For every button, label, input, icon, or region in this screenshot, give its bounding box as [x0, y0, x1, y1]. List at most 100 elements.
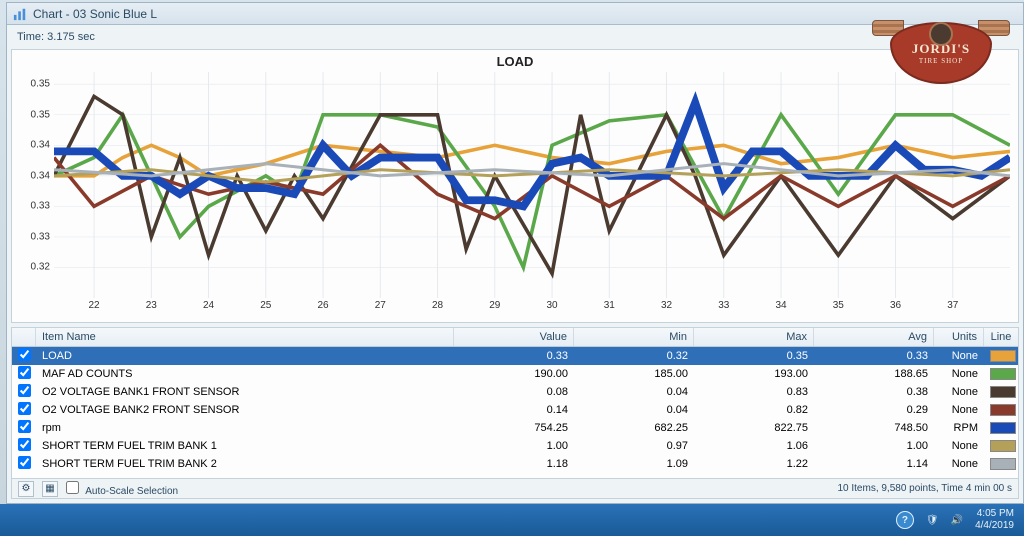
cell-units: None	[934, 403, 984, 417]
cell-swatch	[984, 439, 1018, 453]
row-visibility-checkbox[interactable]	[18, 366, 31, 379]
cell-value: 1.00	[454, 439, 574, 453]
cell-name: LOAD	[36, 349, 454, 363]
cell-name: SHORT TERM FUEL TRIM BANK 1	[36, 439, 454, 453]
col-max[interactable]: Max	[694, 328, 814, 346]
x-tick-label: 36	[890, 300, 901, 311]
cell-max: 1.06	[694, 439, 814, 453]
table-row[interactable]: rpm754.25682.25822.75748.50RPM	[12, 419, 1018, 437]
row-visibility-checkbox[interactable]	[18, 348, 31, 361]
x-tick-label: 28	[432, 300, 443, 311]
col-name[interactable]: Item Name	[36, 328, 454, 346]
x-tick-label: 25	[260, 300, 271, 311]
cell-swatch	[984, 421, 1018, 435]
col-line[interactable]: Line	[984, 328, 1018, 346]
x-tick-label: 31	[604, 300, 615, 311]
cell-max: 822.75	[694, 421, 814, 435]
x-tick-label: 30	[546, 300, 557, 311]
cell-max: 193.00	[694, 367, 814, 381]
table-row[interactable]: MAF AD COUNTS190.00185.00193.00188.65Non…	[12, 365, 1018, 383]
col-min[interactable]: Min	[574, 328, 694, 346]
col-value[interactable]: Value	[454, 328, 574, 346]
table-row[interactable]: SHORT TERM FUEL TRIM BANK 21.181.091.221…	[12, 455, 1018, 473]
grid-icon[interactable]: ▦	[42, 481, 58, 497]
col-check	[12, 328, 36, 346]
x-tick-label: 34	[775, 300, 786, 311]
clock[interactable]: 4:05 PM 4/4/2019	[975, 508, 1014, 532]
autoscale-toggle[interactable]: Auto-Scale Selection	[66, 481, 178, 497]
cell-min: 0.97	[574, 439, 694, 453]
cell-max: 0.35	[694, 349, 814, 363]
table-statusbar: ⚙ ▦ Auto-Scale Selection 10 Items, 9,580…	[12, 478, 1018, 498]
y-tick-label: 0.33	[31, 201, 50, 212]
row-visibility-checkbox[interactable]	[18, 456, 31, 469]
cell-value: 0.08	[454, 385, 574, 399]
cell-swatch	[984, 385, 1018, 399]
cell-min: 682.25	[574, 421, 694, 435]
cell-swatch	[984, 403, 1018, 417]
tray-icon[interactable]: 🛡	[926, 515, 939, 526]
cell-avg: 748.50	[814, 421, 934, 435]
y-tick-label: 0.34	[31, 170, 50, 181]
col-avg[interactable]: Avg	[814, 328, 934, 346]
cell-value: 0.14	[454, 403, 574, 417]
data-table: Item Name Value Min Max Avg Units Line L…	[11, 327, 1019, 499]
x-tick-label: 22	[89, 300, 100, 311]
cell-units: None	[934, 385, 984, 399]
time-readout: Time: 3.175 sec	[11, 29, 1019, 45]
table-row[interactable]: LOAD0.330.320.350.33None	[12, 347, 1018, 365]
row-visibility-checkbox[interactable]	[18, 438, 31, 451]
x-tick-label: 33	[718, 300, 729, 311]
cell-avg: 188.65	[814, 367, 934, 381]
row-visibility-checkbox[interactable]	[18, 384, 31, 397]
chart-title: LOAD	[12, 54, 1018, 69]
col-units[interactable]: Units	[934, 328, 984, 346]
x-tick-label: 23	[146, 300, 157, 311]
cell-value: 1.18	[454, 457, 574, 471]
y-tick-label: 0.35	[31, 109, 50, 120]
table-row[interactable]: O2 VOLTAGE BANK1 FRONT SENSOR0.080.040.8…	[12, 383, 1018, 401]
chart-window: Chart - 03 Sonic Blue L Time: 3.175 sec …	[6, 2, 1024, 504]
x-tick-label: 35	[833, 300, 844, 311]
clock-time: 4:05 PM	[975, 508, 1014, 520]
config-icon[interactable]: ⚙	[18, 481, 34, 497]
cell-units: None	[934, 457, 984, 471]
taskbar[interactable]: ? 🛡 🔊 4:05 PM 4/4/2019	[0, 504, 1024, 536]
cell-min: 0.04	[574, 385, 694, 399]
x-tick-label: 37	[947, 300, 958, 311]
row-visibility-checkbox[interactable]	[18, 402, 31, 415]
cell-value: 754.25	[454, 421, 574, 435]
x-axis: 22232425262728293031323334353637	[54, 298, 1010, 322]
cell-swatch	[984, 349, 1018, 363]
x-tick-label: 27	[375, 300, 386, 311]
cell-name: rpm	[36, 421, 454, 435]
x-tick-label: 24	[203, 300, 214, 311]
plot-region[interactable]	[54, 72, 1010, 298]
autoscale-checkbox[interactable]	[66, 481, 79, 494]
titlebar[interactable]: Chart - 03 Sonic Blue L	[7, 3, 1023, 25]
cell-units: None	[934, 349, 984, 363]
cell-avg: 0.33	[814, 349, 934, 363]
window-title: Chart - 03 Sonic Blue L	[33, 7, 157, 21]
cell-value: 190.00	[454, 367, 574, 381]
cell-max: 1.22	[694, 457, 814, 471]
table-row[interactable]: SHORT TERM FUEL TRIM BANK 11.000.971.061…	[12, 437, 1018, 455]
help-icon[interactable]: ?	[896, 511, 914, 529]
cell-units: None	[934, 439, 984, 453]
status-summary: 10 Items, 9,580 points, Time 4 min 00 s	[837, 483, 1012, 494]
y-tick-label: 0.33	[31, 231, 50, 242]
y-tick-label: 0.35	[31, 79, 50, 90]
cell-swatch	[984, 457, 1018, 471]
tray-icon[interactable]: 🔊	[951, 515, 963, 526]
cell-value: 0.33	[454, 349, 574, 363]
cell-units: None	[934, 367, 984, 381]
chart-area[interactable]: LOAD 0.350.350.340.340.330.330.32 222324…	[11, 49, 1019, 323]
cell-min: 1.09	[574, 457, 694, 471]
row-visibility-checkbox[interactable]	[18, 420, 31, 433]
cell-name: O2 VOLTAGE BANK2 FRONT SENSOR	[36, 403, 454, 417]
cell-swatch	[984, 367, 1018, 381]
cell-avg: 0.38	[814, 385, 934, 399]
cell-max: 0.82	[694, 403, 814, 417]
y-tick-label: 0.32	[31, 262, 50, 273]
table-row[interactable]: O2 VOLTAGE BANK2 FRONT SENSOR0.140.040.8…	[12, 401, 1018, 419]
